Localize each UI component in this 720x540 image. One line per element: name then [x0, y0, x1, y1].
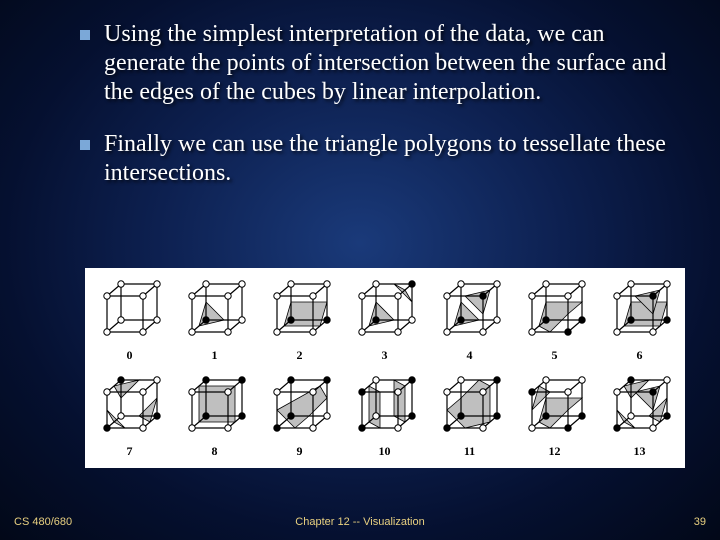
- cube-case-cell: 3: [342, 272, 427, 368]
- cube-diagram: [93, 272, 167, 346]
- cube-case-label: 4: [467, 348, 473, 363]
- marching-cubes-figure: 012345678910111213: [85, 268, 685, 468]
- cube-diagram: [93, 368, 167, 442]
- cube-diagram: [518, 368, 592, 442]
- bullet-text: Finally we can use the triangle polygons…: [104, 130, 680, 188]
- bullet-text: Using the simplest interpretation of the…: [104, 20, 680, 106]
- footer-page: 39: [694, 516, 706, 528]
- cube-case-label: 5: [552, 348, 558, 363]
- cube-diagram: [433, 368, 507, 442]
- cube-case-label: 1: [212, 348, 218, 363]
- cube-diagram: [518, 272, 592, 346]
- cube-diagram: [348, 272, 422, 346]
- slide-footer: CS 480/680 Chapter 12 -- Visualization 3…: [0, 516, 720, 528]
- cube-case-cell: 0: [87, 272, 172, 368]
- cube-case-label: 2: [297, 348, 303, 363]
- cube-diagram: [263, 368, 337, 442]
- bullet-square-icon: [80, 30, 90, 40]
- cube-case-label: 6: [637, 348, 643, 363]
- cube-case-cell: 11: [427, 368, 512, 464]
- cube-case-label: 3: [382, 348, 388, 363]
- cube-diagram: [178, 368, 252, 442]
- cube-case-cell: 7: [87, 368, 172, 464]
- cube-case-cell: 9: [257, 368, 342, 464]
- cube-case-cell: 8: [172, 368, 257, 464]
- cube-case-cell: 6: [597, 272, 682, 368]
- bullet-item: Finally we can use the triangle polygons…: [80, 130, 680, 188]
- cube-case-label: 13: [634, 444, 646, 459]
- footer-chapter: Chapter 12 -- Visualization: [295, 516, 424, 528]
- cube-case-cell: 2: [257, 272, 342, 368]
- cube-case-label: 10: [379, 444, 391, 459]
- cube-case-cell: 13: [597, 368, 682, 464]
- bullet-square-icon: [80, 140, 90, 150]
- cube-diagram: [263, 272, 337, 346]
- footer-course: CS 480/680: [14, 516, 72, 528]
- cube-diagram: [178, 272, 252, 346]
- cube-diagram: [603, 368, 677, 442]
- cube-case-cell: 5: [512, 272, 597, 368]
- bullet-item: Using the simplest interpretation of the…: [80, 20, 680, 106]
- cube-case-label: 8: [212, 444, 218, 459]
- cube-diagram: [603, 272, 677, 346]
- cube-case-label: 12: [549, 444, 561, 459]
- slide-content: Using the simplest interpretation of the…: [0, 0, 720, 188]
- cube-case-cell: 12: [512, 368, 597, 464]
- cube-diagram: [348, 368, 422, 442]
- cube-case-label: 7: [127, 444, 133, 459]
- cube-case-cell: 1: [172, 272, 257, 368]
- cube-case-label: 9: [297, 444, 303, 459]
- cube-case-cell: 4: [427, 272, 512, 368]
- cube-case-label: 0: [127, 348, 133, 363]
- cube-case-label: 11: [464, 444, 475, 459]
- cube-diagram: [433, 272, 507, 346]
- cube-case-cell: 10: [342, 368, 427, 464]
